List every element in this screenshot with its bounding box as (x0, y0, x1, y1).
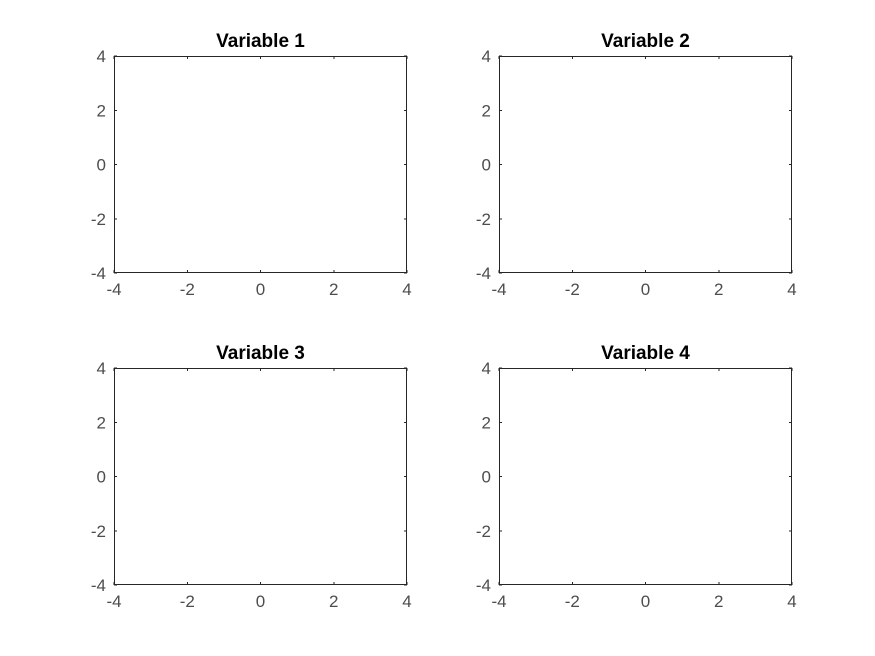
y-tick-label: 0 (97, 156, 106, 175)
y-tick-label: -4 (476, 576, 491, 595)
y-tick-label: 2 (482, 101, 491, 120)
x-tick-label: 0 (641, 592, 650, 611)
axis-box (114, 56, 407, 273)
y-tick-label: -2 (476, 210, 491, 229)
y-tick-label: 2 (97, 101, 106, 120)
x-tick-label: -4 (491, 280, 506, 299)
subplot-1: -4 -2 0 2 4 -4 -2 0 2 4 Variable 1 (91, 31, 412, 299)
axis-box (499, 368, 792, 585)
subplot-title: Variable 3 (216, 343, 305, 364)
y-tick-label: 2 (482, 413, 491, 432)
x-tick-label: -4 (106, 280, 121, 299)
y-tick-label: -2 (476, 522, 491, 541)
x-tick-label: 2 (714, 280, 723, 299)
y-tick-label: 2 (97, 413, 106, 432)
y-tick-label: 4 (97, 47, 106, 66)
y-tick-label: 4 (482, 359, 491, 378)
x-tick-label: 2 (714, 592, 723, 611)
x-tick-label: -2 (180, 280, 195, 299)
x-tick-label: 4 (402, 280, 411, 299)
subplot-3: -4 -2 0 2 4 -4 -2 0 2 4 Variable 3 (91, 343, 412, 611)
x-tick-label: 0 (256, 592, 265, 611)
x-tick-label: -2 (180, 592, 195, 611)
x-tick-label: 0 (256, 280, 265, 299)
x-tick-label: 2 (329, 280, 338, 299)
x-tick-label: 4 (787, 280, 796, 299)
y-tick-label: -4 (476, 264, 491, 283)
y-tick-label: -2 (91, 522, 106, 541)
subplot-title: Variable 1 (216, 31, 305, 52)
y-tick-label: 4 (482, 47, 491, 66)
x-tick-label: -4 (106, 592, 121, 611)
x-tick-label: -4 (491, 592, 506, 611)
subplot-2: -4 -2 0 2 4 -4 -2 0 2 4 Variable 2 (476, 31, 797, 299)
y-tick-label: 0 (482, 468, 491, 487)
y-tick-label: -4 (91, 264, 106, 283)
x-tick-label: -2 (565, 280, 580, 299)
x-tick-label: 4 (787, 592, 796, 611)
subplot-title: Variable 4 (601, 343, 690, 364)
x-tick-label: 4 (402, 592, 411, 611)
x-tick-label: 2 (329, 592, 338, 611)
subplot-4: -4 -2 0 2 4 -4 -2 0 2 4 Variable 4 (476, 343, 797, 611)
y-tick-label: -2 (91, 210, 106, 229)
x-tick-label: -2 (565, 592, 580, 611)
axis-box (499, 56, 792, 273)
y-tick-label: 0 (97, 468, 106, 487)
y-tick-label: 4 (97, 359, 106, 378)
axis-box (114, 368, 407, 585)
subplot-title: Variable 2 (601, 31, 690, 52)
x-tick-label: 0 (641, 280, 650, 299)
y-tick-label: 0 (482, 156, 491, 175)
y-tick-label: -4 (91, 576, 106, 595)
